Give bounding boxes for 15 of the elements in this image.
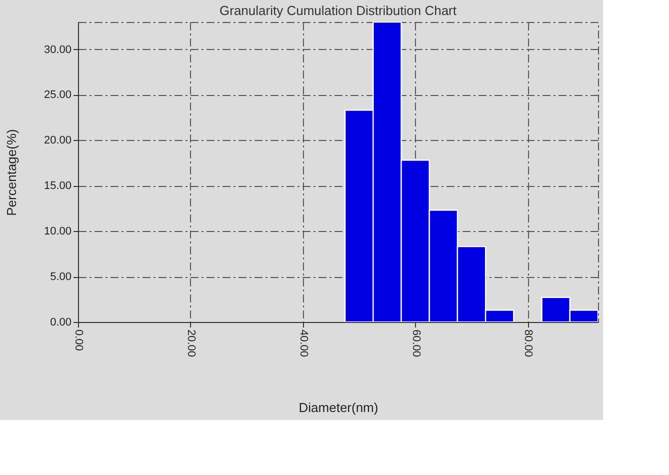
x-tick-label: 80.00 bbox=[522, 330, 534, 358]
y-tick-label: 20.00 bbox=[44, 134, 72, 147]
x-axis-title: Diameter(nm) bbox=[298, 400, 378, 416]
y-tick-label: 5.00 bbox=[50, 271, 72, 284]
y-tick-label: 25.00 bbox=[44, 89, 72, 102]
x-tick-label: 20.00 bbox=[184, 330, 197, 358]
x-tick-label: 40.00 bbox=[297, 330, 310, 358]
y-tick-label: 10.00 bbox=[44, 226, 72, 238]
y-axis-title: Percentage(%) bbox=[4, 129, 19, 216]
y-tick-label: 0.00 bbox=[50, 316, 72, 328]
x-tick-label: 60.00 bbox=[410, 330, 422, 358]
x-tick-label: 0.00 bbox=[72, 330, 84, 351]
y-tick-label: 15.00 bbox=[44, 180, 72, 192]
y-tick-label: 30.00 bbox=[44, 44, 72, 56]
chart-title: Granularity Cumulation Distribution Chart bbox=[220, 3, 457, 18]
